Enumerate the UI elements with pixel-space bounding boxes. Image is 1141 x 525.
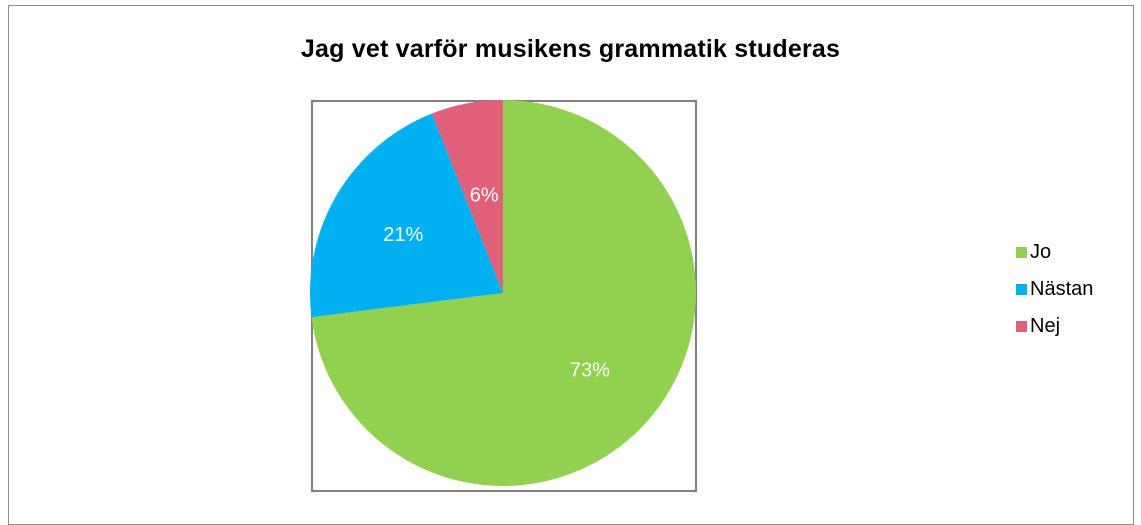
pie-slice-nästan [310, 113, 503, 318]
chart-title: Jag vet varför musikens grammatik studer… [300, 35, 841, 63]
legend-swatch [1016, 247, 1027, 258]
legend-label: Nej [1030, 315, 1061, 337]
legend-item-nej: Nej [1016, 308, 1093, 345]
legend-label: Nästan [1030, 278, 1094, 300]
pie-slice-nej [431, 100, 503, 293]
data-label-jo: 73% [570, 360, 610, 382]
legend-item-nästan: Nästan [1016, 271, 1093, 308]
legend-swatch [1016, 321, 1027, 332]
pie-slice-jo [311, 100, 696, 486]
pie-chart: 73% 21% 6% [310, 100, 696, 486]
data-label-nästan: 21% [383, 224, 423, 246]
legend: Jo Nästan Nej [1016, 234, 1093, 345]
data-label-nej: 6% [470, 184, 499, 206]
legend-item-jo: Jo [1016, 234, 1093, 271]
legend-swatch [1016, 284, 1027, 295]
legend-label: Jo [1030, 241, 1052, 263]
